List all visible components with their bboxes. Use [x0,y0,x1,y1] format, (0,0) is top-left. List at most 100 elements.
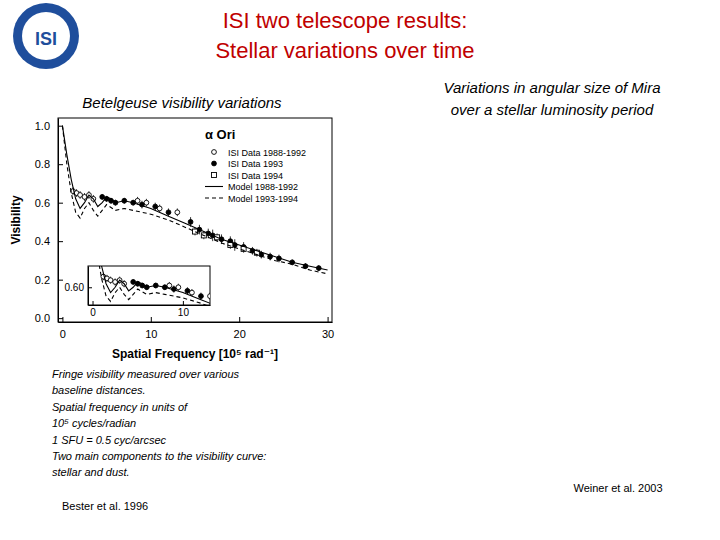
plot-area [62,126,327,274]
series [62,126,327,274]
tick-label: 10 [145,328,157,340]
inset-x-axis: 0 10 [89,301,211,318]
tick-mark [239,317,240,322]
tick: 0 [90,301,96,318]
tick-label: 0.8 [35,158,50,170]
legend-symbol [212,161,217,166]
legend-symbol [212,173,217,178]
tick-mark [58,318,63,319]
tick-label: 0.60 [65,282,85,293]
data-point [199,294,204,299]
tick-label: 0 [90,307,96,318]
heading: Variations in angular size of Mira [443,79,660,96]
plot-frame [58,118,332,322]
caption: 1 SFU = 0.5 cyc/arcsec [52,434,167,446]
tick-mark [62,317,63,322]
legend-label: Model 1993-1994 [228,194,298,204]
tick-mark [58,241,63,242]
citation: Weiner et al. 2003 [573,482,662,494]
slide-title: ISI two telescope results: [223,8,468,33]
series [62,126,327,270]
tick-mark [183,301,184,305]
tick: 0.4 [35,235,63,247]
tick: 0.8 [35,158,63,170]
data-point [175,210,180,215]
logo-text: ISI [35,29,57,49]
axis-line [59,322,333,323]
heading: Betelgeuse visibility variations [82,94,282,111]
caption: 10⁵ cycles/radian [52,417,136,429]
logo: ISI [13,3,79,69]
tick-label: 0.6 [35,197,50,209]
tick-mark [58,164,63,165]
tick-label: 0.0 [35,312,50,324]
model-line [93,266,210,305]
tick: 0 [60,317,66,340]
tick-mark [88,287,92,288]
tick-label: 20 [234,328,246,340]
tick-mark [93,301,94,305]
legend-label: ISI Data 1988-1992 [228,148,306,158]
inset-frame [88,266,210,305]
tick-label: 30 [322,328,334,340]
tick-label: 0 [60,328,66,340]
legend-symbol [205,197,223,198]
caption: Fringe visibility measured over various [52,368,240,380]
series [71,187,180,216]
legend-symbol [212,150,217,155]
legend-label: ISI Data 1993 [228,159,283,169]
background [0,0,720,540]
series [100,194,321,271]
chart-title: α Ori [205,127,235,142]
tick: 30 [322,317,334,340]
tick-mark [58,203,63,204]
inset-plot-area [93,266,210,305]
tick-mark [151,317,152,322]
axis-title: Visibility [9,195,23,244]
tick: 10 [145,317,157,340]
citation: Bester et al. 1996 [62,500,148,512]
model-line [62,126,327,274]
data-point [208,294,210,299]
inset-y-axis: 0.60 [65,267,92,306]
axis-line [58,119,59,323]
tick-mark [328,317,329,322]
axis-title: Spatial Frequency [10⁵ rad⁻¹] [112,347,278,361]
legend: α Ori ISI Data 1988-1992ISI Data 1993 ISI … [205,127,306,204]
axis-line [88,267,89,306]
caption: Spatial frequency in units of [52,401,188,413]
data-point [185,288,190,293]
logo-ring [13,3,79,69]
tick: 0.0 [35,312,63,324]
legend-symbol [205,186,223,187]
model-line [62,126,327,270]
logo-disc [22,12,70,60]
data-point [153,204,158,209]
tick: 10 [178,301,190,318]
tick-mark [58,280,63,281]
tick-label: 10 [178,307,190,318]
series [93,266,210,305]
y-axis: 0.0 0.2 0.4 0.6 0.8 1.0 [35,119,63,325]
tick: 1.0 [35,120,63,132]
model-line [93,266,210,305]
data-point [188,220,193,225]
series [101,273,210,300]
series [93,266,210,305]
tick: 0.2 [35,274,63,286]
x-axis: 0 10 20 30 [59,317,335,340]
tick-label: 0.2 [35,274,50,286]
data-point [166,210,171,215]
data-point [193,229,198,234]
tick: 0.60 [65,282,92,293]
legend-label: ISI Data 1994 [228,171,283,181]
tick: 20 [234,317,246,340]
tick-label: 1.0 [35,120,50,132]
caption: stellar and dust. [52,466,130,478]
axis-line [89,305,211,306]
caption: baseline distances. [52,384,146,396]
slide: ISI ISI two telescope results: Stellar var… [0,0,720,540]
slide-title: Stellar variations over time [215,38,474,63]
heading: over a stellar luminosity period [451,101,654,118]
tick-label: 0.4 [35,235,50,247]
